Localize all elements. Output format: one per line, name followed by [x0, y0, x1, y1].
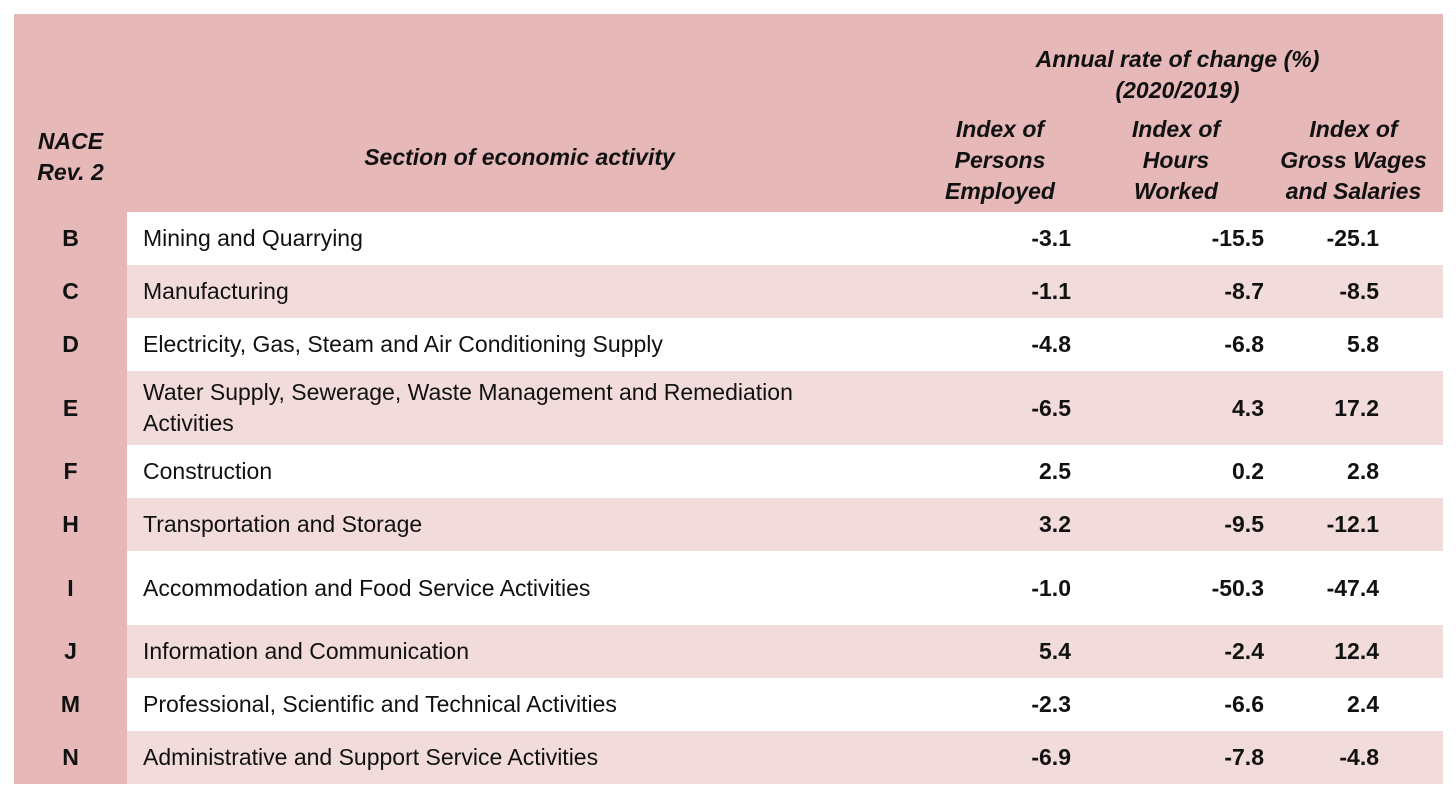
hours-value-cell: -15.5	[1088, 212, 1264, 265]
persons-value-cell: 5.4	[912, 625, 1088, 678]
persons-value-cell: -3.1	[912, 212, 1088, 265]
persons-header-line2: Persons	[954, 146, 1046, 173]
section-cell: Professional, Scientific and Technical A…	[127, 678, 912, 731]
wages-value-cell: 12.4	[1264, 625, 1444, 678]
nace-code-cell: M	[14, 678, 127, 731]
activity-table-container: NACE Rev. 2 Section of economic activity…	[14, 14, 1444, 784]
hours-value-cell: -8.7	[1088, 265, 1264, 318]
nace-code-cell: E	[14, 371, 127, 445]
nace-code-cell: J	[14, 625, 127, 678]
wages-value-cell: -4.8	[1264, 731, 1444, 784]
annual-rate-group-header: Annual rate of change (%) (2020/2019)	[912, 14, 1444, 108]
table-row: B Mining and Quarrying -3.1 -15.5 -25.1	[14, 212, 1444, 265]
annual-rate-header-line2: (2020/2019)	[1115, 77, 1240, 103]
table-header: NACE Rev. 2 Section of economic activity…	[14, 14, 1444, 212]
persons-employed-header: Index of Persons Employed	[912, 108, 1088, 212]
hours-value-cell: 4.3	[1088, 371, 1264, 445]
hours-value-cell: -6.8	[1088, 318, 1264, 371]
section-cell: Construction	[127, 445, 912, 498]
persons-value-cell: -2.3	[912, 678, 1088, 731]
wages-value-cell: 2.8	[1264, 445, 1444, 498]
section-cell: Transportation and Storage	[127, 498, 912, 551]
table-body: B Mining and Quarrying -3.1 -15.5 -25.1 …	[14, 212, 1444, 784]
wages-value-cell: 5.8	[1264, 318, 1444, 371]
hours-header-line2: Hours	[1142, 146, 1210, 173]
table-row: I Accommodation and Food Service Activit…	[14, 551, 1444, 625]
wages-value-cell: -25.1	[1264, 212, 1444, 265]
persons-value-cell: -6.9	[912, 731, 1088, 784]
wages-header-line2: Gross Wages	[1280, 146, 1427, 173]
persons-header-line3: Employed	[945, 177, 1055, 204]
gross-wages-header: Index of Gross Wages and Salaries	[1264, 108, 1444, 212]
wages-value-cell: -47.4	[1264, 551, 1444, 625]
wages-value-cell: 17.2	[1264, 371, 1444, 445]
table-row: J Information and Communication 5.4 -2.4…	[14, 625, 1444, 678]
section-cell: Electricity, Gas, Steam and Air Conditio…	[127, 318, 912, 371]
nace-code-cell: F	[14, 445, 127, 498]
wages-header-line3: and Salaries	[1285, 177, 1422, 204]
table-row: C Manufacturing -1.1 -8.7 -8.5	[14, 265, 1444, 318]
wages-header-line1: Index of	[1309, 115, 1398, 142]
wages-value-cell: 2.4	[1264, 678, 1444, 731]
section-cell: Manufacturing	[127, 265, 912, 318]
hours-value-cell: -9.5	[1088, 498, 1264, 551]
hours-header-line3: Worked	[1134, 177, 1218, 204]
nace-code-cell: H	[14, 498, 127, 551]
section-cell: Accommodation and Food Service Activitie…	[127, 551, 912, 625]
hours-worked-header: Index of Hours Worked	[1088, 108, 1264, 212]
nace-code-cell: I	[14, 551, 127, 625]
nace-code-cell: D	[14, 318, 127, 371]
hours-value-cell: -2.4	[1088, 625, 1264, 678]
hours-value-cell: -50.3	[1088, 551, 1264, 625]
nace-code-header: NACE Rev. 2	[14, 14, 127, 212]
section-cell: Administrative and Support Service Activ…	[127, 731, 912, 784]
persons-value-cell: 2.5	[912, 445, 1088, 498]
table-row: N Administrative and Support Service Act…	[14, 731, 1444, 784]
table-row: H Transportation and Storage 3.2 -9.5 -1…	[14, 498, 1444, 551]
hours-value-cell: -7.8	[1088, 731, 1264, 784]
section-header: Section of economic activity	[127, 14, 912, 212]
annual-rate-header-line1: Annual rate of change (%)	[1035, 46, 1320, 72]
hours-header-line1: Index of	[1131, 115, 1221, 142]
wages-value-cell: -12.1	[1264, 498, 1444, 551]
table-row: F Construction 2.5 0.2 2.8	[14, 445, 1444, 498]
persons-header-line1: Index of	[955, 115, 1045, 142]
wages-value-cell: -8.5	[1264, 265, 1444, 318]
persons-value-cell: -1.0	[912, 551, 1088, 625]
nace-code-cell: N	[14, 731, 127, 784]
nace-code-header-line1: NACE	[37, 128, 104, 154]
persons-value-cell: 3.2	[912, 498, 1088, 551]
hours-value-cell: 0.2	[1088, 445, 1264, 498]
table-row: D Electricity, Gas, Steam and Air Condit…	[14, 318, 1444, 371]
section-cell: Water Supply, Sewerage, Waste Management…	[127, 371, 912, 445]
persons-value-cell: -4.8	[912, 318, 1088, 371]
nace-code-cell: B	[14, 212, 127, 265]
persons-value-cell: -6.5	[912, 371, 1088, 445]
table-row: E Water Supply, Sewerage, Waste Manageme…	[14, 371, 1444, 445]
persons-value-cell: -1.1	[912, 265, 1088, 318]
section-cell: Information and Communication	[127, 625, 912, 678]
section-cell: Mining and Quarrying	[127, 212, 912, 265]
nace-code-cell: C	[14, 265, 127, 318]
hours-value-cell: -6.6	[1088, 678, 1264, 731]
nace-code-header-line2: Rev. 2	[37, 159, 104, 185]
activity-change-table: NACE Rev. 2 Section of economic activity…	[14, 14, 1444, 784]
table-row: M Professional, Scientific and Technical…	[14, 678, 1444, 731]
